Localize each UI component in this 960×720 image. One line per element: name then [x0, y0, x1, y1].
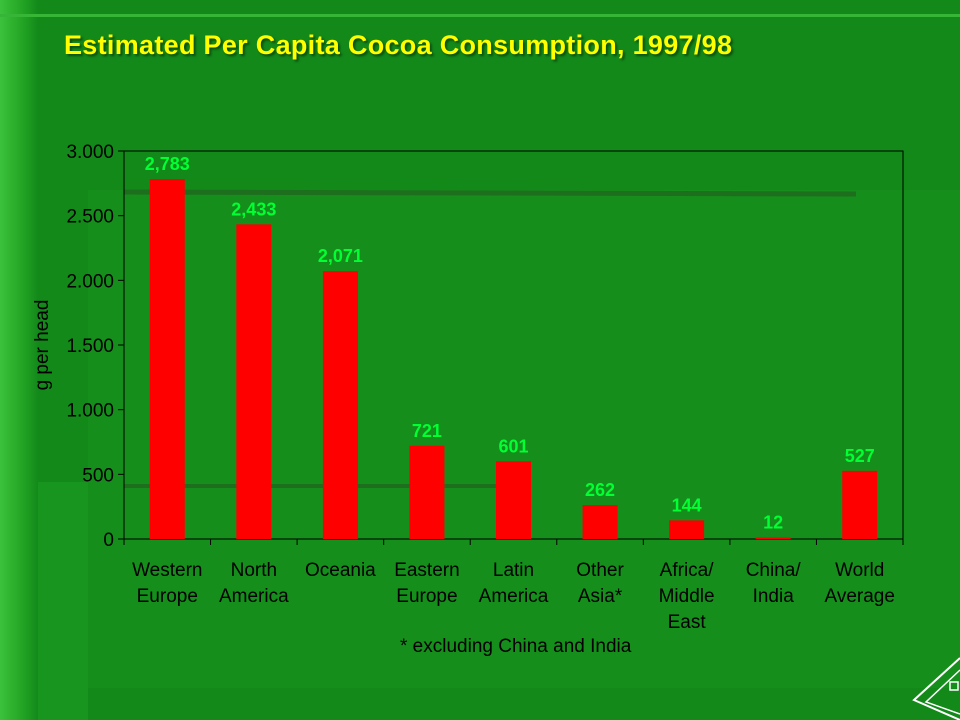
slide-title: Estimated Per Capita Cocoa Consumption, …: [64, 30, 733, 60]
x-category-label: Africa/: [660, 560, 715, 581]
bar: [842, 470, 878, 539]
data-label: 2,071: [318, 246, 363, 266]
bar: [236, 224, 272, 539]
data-label: 12: [763, 512, 783, 532]
y-axis-title: g per head: [32, 300, 53, 391]
x-category-label: North: [231, 560, 277, 581]
bar: [755, 537, 791, 539]
plot-area: 0 500 1.000 1.500 2.000 2.500 3.000 g per head 2…: [32, 142, 904, 633]
bar: [322, 271, 358, 539]
background-band-lower: [38, 482, 88, 720]
y-tick-label: 2.500: [66, 207, 114, 228]
y-tick-label: 0: [103, 530, 114, 551]
bar: [582, 505, 618, 539]
x-category-label: Other: [576, 560, 624, 581]
bar: [149, 179, 185, 539]
x-category-label: Average: [825, 586, 895, 607]
y-tick-label: 1.000: [66, 401, 114, 422]
y-tick-label: 1.500: [66, 336, 114, 357]
x-category-label: East: [668, 612, 707, 633]
background-accent-line: [123, 189, 857, 197]
x-category-label: Europe: [396, 586, 457, 607]
data-label: 721: [412, 421, 442, 441]
x-category-label: America: [479, 586, 549, 607]
background-left-gradient: [0, 0, 38, 720]
x-category-label: Europe: [137, 586, 198, 607]
corner-logo-icon: [912, 657, 960, 720]
x-category-label: Western: [132, 560, 202, 581]
x-category-label: India: [753, 586, 795, 607]
footnote: * excluding China and India: [400, 636, 632, 657]
y-tick-label: 500: [82, 465, 114, 486]
x-category-label: Middle: [659, 586, 715, 607]
x-category-label: Eastern: [394, 560, 459, 581]
bar: [669, 520, 705, 539]
y-tick-label: 2.000: [66, 271, 114, 292]
x-category-label: America: [219, 586, 289, 607]
data-label: 144: [672, 495, 702, 515]
data-label: 262: [585, 480, 615, 500]
background-top-rule: [0, 14, 960, 17]
bar: [496, 461, 531, 539]
x-category-label: Oceania: [305, 560, 376, 581]
data-label: 601: [498, 436, 528, 456]
x-category-label: World: [835, 560, 884, 581]
data-label: 2,783: [145, 154, 190, 174]
data-label: 527: [845, 446, 875, 466]
background-band: [88, 190, 960, 688]
data-label: 2,433: [231, 199, 276, 219]
x-category-label: China/: [746, 560, 802, 581]
y-tick-label: 3.000: [66, 142, 114, 163]
x-category-label: Asia*: [578, 586, 623, 607]
x-category-label: Latin: [493, 560, 534, 581]
bar: [409, 445, 445, 539]
